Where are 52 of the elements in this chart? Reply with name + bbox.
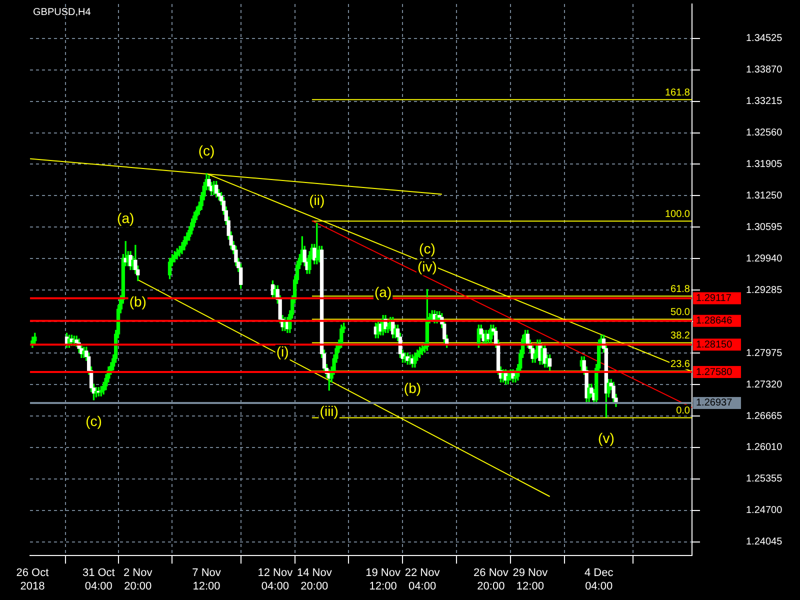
y-tick-label: 1.26665 [746,410,783,422]
series-label: 61.8 [670,284,690,295]
y-tick-label: 1.31905 [746,158,783,170]
series-label: 38.2 [670,330,690,342]
y-tick-label: 1.27975 [746,348,783,359]
y-tick-label: 1.33215 [746,96,783,108]
x-tick-label: 19 Nov 12:00 [366,567,401,592]
ref-line-label: 1.26937 [696,398,733,409]
y-tick-label: 1.29285 [746,284,783,296]
x-tick-label: 22 Nov 04:00 [404,567,440,592]
y-tick-label: 1.33870 [746,64,783,76]
ref-line-label: 1.29117 [696,292,732,304]
y-tick-label: 1.25355 [746,474,783,485]
x-tick-label: 29 Nov 12:00 [512,567,548,592]
y-tick-label: 1.24045 [746,536,783,548]
y-tick-label: 1.27320 [746,379,783,390]
series-label: 23.6 [670,358,690,370]
annotation: (a) [117,210,134,226]
y-tick-label: 1.34525 [746,33,783,44]
annotation: (v) [598,430,614,446]
annotation: (iv) [417,258,437,274]
annotation: (b) [404,380,422,396]
annotation: (c) [198,142,215,158]
series-label: 161.8 [664,87,690,98]
y-tick-label: 1.29940 [746,253,783,264]
ref-line-label: 1.28646 [696,316,733,327]
ref-line-label: 1.27580 [696,366,733,378]
annotation: (a) [374,284,392,300]
ref-line-label: 1.28150 [696,339,733,350]
series-label: 0.0 [676,405,690,416]
x-tick-label: 31 Oct 04:00 [82,567,115,592]
y-tick-label: 1.24700 [746,505,783,516]
x-tick-label: 12 Nov 04:00 [258,567,294,592]
y-tick-label: 1.32560 [746,128,783,139]
annotation: (ii) [309,192,325,208]
x-tick-label: 2 Nov 20:00 [124,567,153,592]
series-label: 50.0 [670,306,690,318]
x-tick-label: 4 Dec 04:00 [584,567,614,592]
x-tick-label: 7 Nov 12:00 [192,567,222,592]
y-tick-label: 1.26010 [746,442,783,454]
annotation: (i) [276,344,289,360]
x-tick-label: 26 Oct 2018 [16,567,49,592]
y-tick-label: 1.30595 [746,222,783,233]
annotation: (iii) [320,403,338,420]
x-tick-label: 14 Nov 20:00 [296,567,332,592]
chart-title: GBPUSD,H4 [33,6,92,18]
series-label: 100.0 [664,208,690,220]
annotation: (b) [129,294,146,310]
x-tick-label: 26 Nov 20:00 [474,567,509,592]
annotation: (c) [86,412,102,429]
y-tick-label: 1.31250 [746,190,783,202]
annotation: (c) [419,240,436,256]
